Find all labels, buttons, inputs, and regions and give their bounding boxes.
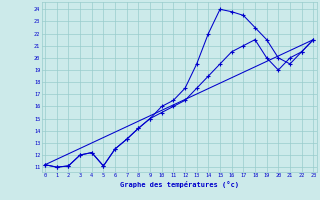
X-axis label: Graphe des températures (°c): Graphe des températures (°c) xyxy=(120,181,239,188)
